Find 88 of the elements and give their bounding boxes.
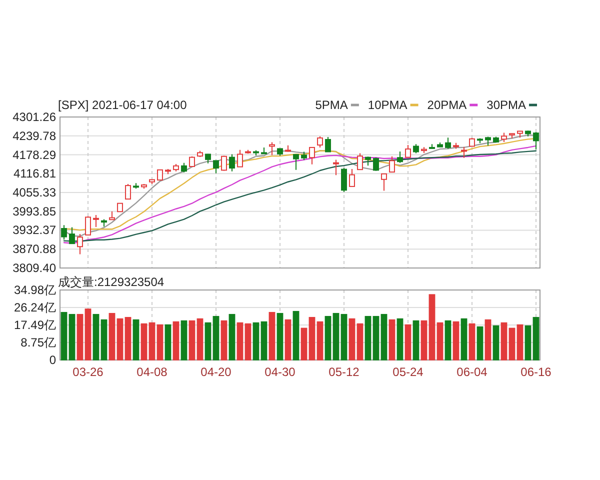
- bar: [380, 314, 388, 360]
- chart-title: [SPX] 2021-06-17 04:00: [58, 98, 188, 112]
- bar: [116, 318, 124, 360]
- bar: [100, 319, 108, 360]
- y-tick-label: 4116.81: [14, 166, 56, 181]
- legend-label: 5PMA: [315, 98, 348, 112]
- bar: [444, 320, 452, 360]
- bar: [180, 320, 188, 360]
- y-tick-label: 17.49亿: [14, 318, 56, 332]
- x-tick-label: 04-30: [264, 365, 296, 379]
- bar: [68, 314, 76, 360]
- bar: [324, 316, 332, 360]
- bar: [140, 323, 148, 360]
- bar: [124, 316, 132, 360]
- bar: [188, 320, 196, 360]
- bar: [316, 321, 324, 360]
- x-tick-label: 06-04: [456, 365, 488, 379]
- bar: [236, 322, 244, 360]
- x-tick-label: 03-26: [72, 365, 104, 379]
- y-tick-label: 3932.37: [12, 223, 56, 238]
- bar: [292, 310, 300, 360]
- bar: [476, 326, 484, 360]
- y-tick-label: 3993.85: [12, 204, 56, 218]
- bar: [260, 321, 268, 360]
- bar: [300, 328, 308, 360]
- bar: [108, 312, 116, 360]
- y-tick-label: 34.98亿: [14, 283, 56, 297]
- bar: [220, 320, 228, 360]
- x-tick-label: 05-12: [328, 365, 360, 379]
- x-tick-label: 04-08: [136, 365, 168, 379]
- bar: [268, 312, 276, 360]
- bar: [516, 324, 524, 360]
- bar: [420, 320, 428, 360]
- bar: [468, 323, 476, 360]
- bar: [500, 322, 508, 360]
- bar: [60, 312, 68, 360]
- bar: [76, 314, 84, 360]
- bar: [228, 314, 236, 360]
- bar: [196, 318, 204, 360]
- bar: [492, 325, 500, 360]
- y-tick-label: 4301.26: [12, 110, 56, 124]
- bar: [436, 322, 444, 360]
- bar: [404, 324, 412, 360]
- bar: [308, 316, 316, 360]
- bar: [84, 308, 92, 360]
- bar: [284, 319, 292, 360]
- bar: [172, 321, 180, 360]
- bar: [132, 319, 140, 360]
- y-tick-label: 3870.88: [12, 242, 56, 256]
- bar: [276, 312, 284, 360]
- y-tick-label: 4055.33: [12, 186, 56, 200]
- x-tick-label: 04-20: [200, 365, 232, 379]
- bar: [460, 318, 468, 360]
- bar: [364, 316, 372, 360]
- bar: [332, 312, 340, 360]
- bar: [508, 328, 516, 360]
- bar: [148, 322, 156, 360]
- y-tick-label: 4178.29: [12, 148, 56, 162]
- bar: [484, 319, 492, 360]
- bar: [244, 323, 252, 360]
- y-tick-label: 0: [49, 353, 56, 367]
- bar: [204, 322, 212, 360]
- bar: [348, 318, 356, 360]
- bar: [252, 322, 260, 360]
- bar: [388, 319, 396, 360]
- y-tick-label: 26.24亿: [14, 300, 56, 314]
- y-tick-label: 8.75亿: [20, 335, 56, 350]
- legend-label: 10PMA: [368, 98, 408, 112]
- bar: [524, 325, 532, 360]
- bar: [532, 316, 540, 360]
- x-tick-label: 06-16: [520, 365, 552, 379]
- bar: [372, 316, 380, 360]
- bar: [212, 316, 220, 360]
- bar: [356, 323, 364, 360]
- bar: [452, 321, 460, 360]
- x-tick-label: 05-24: [392, 365, 424, 379]
- bar: [412, 320, 420, 360]
- bar: [428, 294, 436, 360]
- chart-title: 成交量:2129323504: [58, 275, 164, 289]
- legend-label: 30PMA: [486, 98, 526, 112]
- bar: [156, 324, 164, 360]
- bar: [396, 318, 404, 360]
- legend-label: 20PMA: [427, 98, 467, 112]
- y-tick-label: 4239.78: [12, 128, 56, 143]
- bar: [340, 314, 348, 360]
- y-tick-label: 3809.40: [12, 261, 56, 275]
- bar: [92, 314, 100, 360]
- bar: [164, 324, 172, 360]
